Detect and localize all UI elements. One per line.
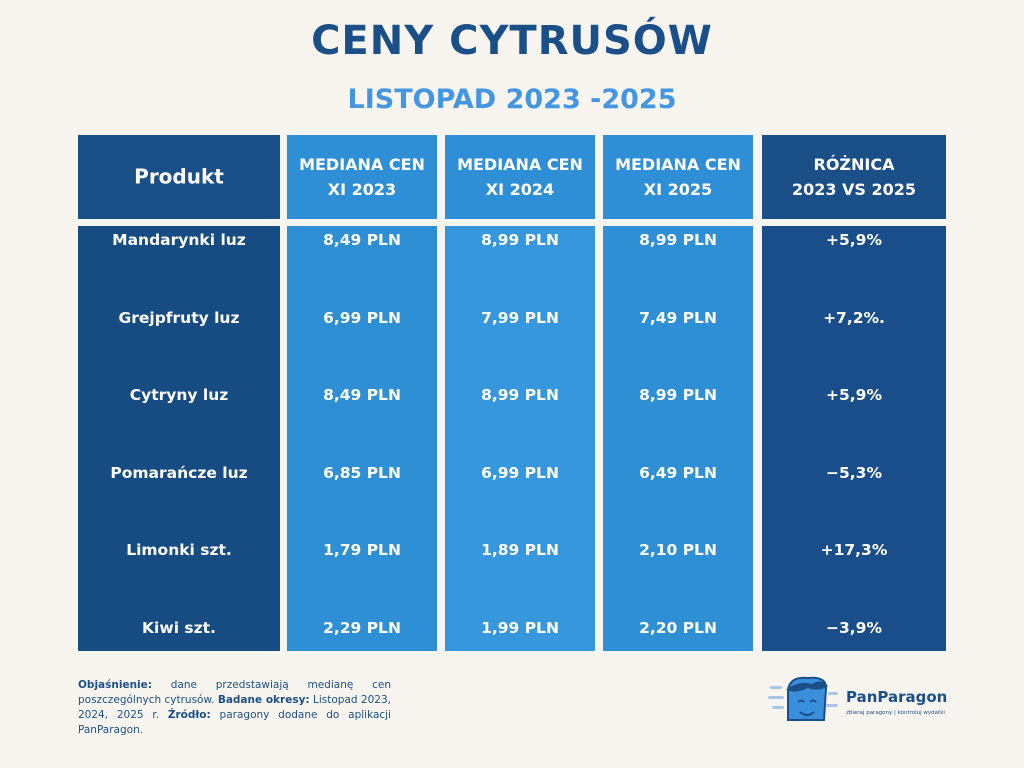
footnote-text: dane przedstawiają medianę cen poszczegó… bbox=[78, 679, 391, 706]
header-cell: RÓŻNICA 2023 VS 2025 bbox=[762, 135, 946, 219]
header-cell: MEDIANA CEN XI 2025 bbox=[603, 135, 753, 219]
footnote-text: Listopad 2023, 2024, 2025 r. bbox=[78, 694, 391, 721]
cell: 8,99 PLN bbox=[639, 386, 717, 404]
subtitle: LISTOPAD 2023 -2025 bbox=[347, 84, 677, 115]
footnote-text: Źródło: bbox=[167, 709, 211, 721]
cell: 1,89 PLN bbox=[481, 541, 559, 559]
header-line: RÓŻNICA bbox=[813, 155, 895, 174]
cell: +5,9% bbox=[826, 386, 882, 404]
cell: 2,29 PLN bbox=[323, 618, 401, 637]
cell: Pomarańcze luz bbox=[110, 463, 248, 482]
column-body: Mandarynki luz Grejpfruty luz Cytryny luz P… bbox=[78, 226, 280, 651]
cell: 8,49 PLN bbox=[323, 231, 401, 249]
cell: Grejpfruty luz bbox=[118, 308, 240, 327]
cell: 8,99 PLN bbox=[639, 231, 717, 249]
cell: −3,9% bbox=[826, 618, 882, 637]
header-line: XI 2023 bbox=[327, 180, 397, 199]
cell: Kiwi szt. bbox=[142, 618, 216, 637]
cell: Cytryny luz bbox=[129, 386, 229, 404]
header-line: MEDIANA CEN bbox=[299, 155, 425, 174]
footnote-text: Objaśnienie: bbox=[78, 679, 152, 691]
header-line: MEDIANA CEN bbox=[615, 155, 741, 174]
cell: 6,85 PLN bbox=[323, 463, 401, 482]
cell: 6,99 PLN bbox=[481, 463, 559, 482]
header-cell: Produkt bbox=[78, 135, 280, 219]
logo-icon bbox=[768, 676, 838, 721]
cell: Mandarynki luz bbox=[112, 231, 246, 249]
logo-tagline: zbieraj paragony | kontroluj wydatki bbox=[846, 710, 945, 716]
column-body: 8,99 PLN 7,49 PLN 8,99 PLN 6,49 PLN 2,10 PLN… bbox=[603, 226, 753, 651]
header-line: MEDIANA CEN bbox=[457, 155, 583, 174]
cell: 7,49 PLN bbox=[639, 308, 717, 327]
cell: +5,9% bbox=[826, 231, 882, 249]
header-text: MEDIANA CEN XI 2025 bbox=[603, 152, 753, 202]
column-body: +5,9% +7,2%. +5,9% −5,3% +17,3% −3,9% bbox=[762, 226, 946, 651]
cell: Limonki szt. bbox=[126, 541, 232, 559]
header-line: XI 2024 bbox=[485, 180, 555, 199]
cell: 2,20 PLN bbox=[639, 618, 717, 637]
cell: 1,79 PLN bbox=[323, 541, 401, 559]
cell: 6,99 PLN bbox=[323, 308, 401, 327]
header-cell: MEDIANA CEN XI 2024 bbox=[445, 135, 595, 219]
logo-name: PanParagon bbox=[846, 688, 948, 706]
cell: 8,99 PLN bbox=[481, 231, 559, 249]
cell: −5,3% bbox=[826, 463, 882, 482]
cell: 2,10 PLN bbox=[639, 541, 717, 559]
header-text: Produkt bbox=[78, 165, 280, 190]
cell: 8,99 PLN bbox=[481, 386, 559, 404]
cell: 7,99 PLN bbox=[481, 308, 559, 327]
cell: +7,2%. bbox=[823, 308, 885, 327]
header-text: MEDIANA CEN XI 2023 bbox=[287, 152, 437, 202]
footnote: Objaśnienie: dane przedstawiają medianę … bbox=[78, 678, 391, 738]
header-text: MEDIANA CEN XI 2024 bbox=[445, 152, 595, 202]
cell: 6,49 PLN bbox=[639, 463, 717, 482]
column-body: 8,49 PLN 6,99 PLN 8,49 PLN 6,85 PLN 1,79 PLN… bbox=[287, 226, 437, 651]
header-line: XI 2025 bbox=[643, 180, 713, 199]
footnote-text: Badane okresy: bbox=[217, 694, 310, 706]
cell: 8,49 PLN bbox=[323, 386, 401, 404]
header-text: RÓŻNICA 2023 VS 2025 bbox=[762, 152, 946, 202]
header-cell: MEDIANA CEN XI 2023 bbox=[287, 135, 437, 219]
title: CENY CYTRUSÓW bbox=[311, 18, 713, 64]
header-line: 2023 VS 2025 bbox=[791, 180, 917, 199]
header-line: Produkt bbox=[134, 164, 224, 189]
footnote-text: paragony dodane do aplikacji PanParagon. bbox=[78, 709, 392, 736]
column-body: 8,99 PLN 7,99 PLN 8,99 PLN 6,99 PLN 1,89 PLN… bbox=[445, 226, 595, 651]
cell: 1,99 PLN bbox=[481, 618, 559, 637]
cell: +17,3% bbox=[820, 541, 888, 559]
